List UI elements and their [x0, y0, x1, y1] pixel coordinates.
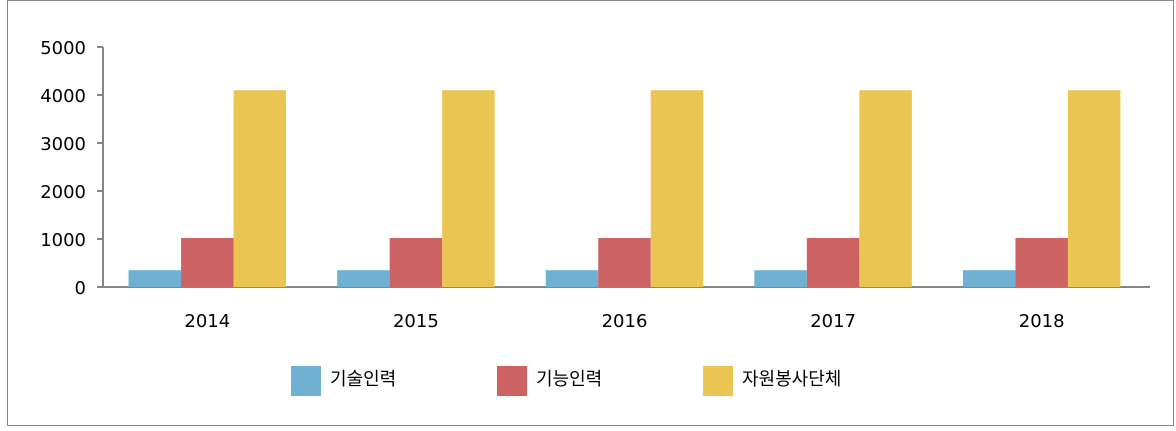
- legend-swatch: [703, 366, 733, 396]
- bar: [859, 90, 912, 287]
- y-tick-label: 2000: [40, 182, 86, 203]
- bar: [233, 90, 287, 287]
- bar: [389, 238, 443, 287]
- chart-border: [7, 0, 1174, 426]
- legend-swatch: [497, 366, 527, 396]
- x-tick-label: 2016: [602, 311, 648, 332]
- bar: [962, 270, 1016, 287]
- bar: [545, 270, 599, 287]
- bar: [754, 270, 807, 287]
- y-tick-label: 3000: [40, 134, 86, 155]
- x-tick-label: 2015: [393, 311, 439, 332]
- bar: [442, 90, 495, 287]
- bar: [1015, 238, 1068, 287]
- bar: [1067, 90, 1121, 287]
- legend-swatch: [291, 366, 321, 396]
- x-tick-label: 2018: [1019, 311, 1065, 332]
- legend-label: 자원봉사단체: [742, 369, 841, 390]
- y-tick-label: 5000: [40, 38, 86, 59]
- bar: [128, 270, 182, 287]
- bar: [337, 270, 390, 287]
- y-tick-label: 1000: [40, 230, 86, 251]
- y-tick-label: 4000: [40, 86, 86, 107]
- x-tick-label: 2017: [810, 311, 856, 332]
- bar: [181, 238, 234, 287]
- legend-label: 기능인력: [536, 369, 602, 390]
- x-tick-label: 2014: [184, 311, 230, 332]
- bar: [598, 238, 651, 287]
- bar: [806, 238, 860, 287]
- bar: [650, 90, 704, 287]
- legend-label: 기술인력: [330, 369, 396, 390]
- y-tick-label: 0: [75, 278, 86, 299]
